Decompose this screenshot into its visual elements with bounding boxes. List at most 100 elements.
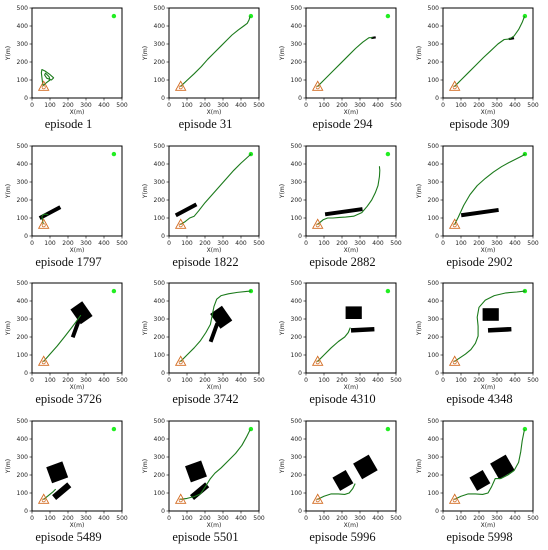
start-marker	[448, 355, 461, 366]
x-tick-label: 200	[336, 102, 348, 109]
x-tick-label: 400	[98, 102, 110, 109]
y-tick-label: 0	[435, 233, 439, 240]
y-tick-label: 500	[17, 5, 29, 12]
y-tick-label: 200	[154, 334, 166, 341]
obstacle	[38, 204, 62, 220]
x-tick-label: 200	[62, 377, 74, 384]
episode-plot: 0 100 200 300 400 500 0 100 200 300 400 500 X(m) Y(m)	[5, 5, 128, 116]
y-tick-label: 300	[428, 41, 440, 48]
trajectory-line	[317, 482, 356, 500]
y-tick-label: 200	[291, 59, 303, 66]
x-axis-label: X(m)	[70, 247, 85, 254]
x-tick-label: 200	[473, 515, 485, 522]
x-tick-label: 0	[304, 240, 308, 247]
episode-panel: 0 100 200 300 400 500 0 100 200 300 400 500 X(m) Y(m)…	[411, 413, 548, 550]
y-axis-label: Y(m)	[416, 183, 423, 198]
trajectory-line	[180, 428, 251, 500]
x-tick-label: 100	[44, 377, 56, 384]
trajectory-line	[317, 327, 351, 362]
y-tick-label: 500	[428, 280, 440, 287]
x-tick-label: 100	[181, 240, 193, 247]
y-tick-label: 0	[298, 508, 302, 515]
x-axis-label: X(m)	[344, 384, 359, 391]
episode-caption: episode 3742	[172, 392, 239, 406]
x-tick-label: 500	[116, 377, 128, 384]
trajectory-line	[43, 314, 82, 362]
y-tick-label: 500	[17, 143, 29, 150]
start-marker	[311, 80, 324, 91]
plot-frame	[31, 7, 123, 99]
y-tick-label: 0	[298, 370, 302, 377]
episode-panel: 0 100 200 300 400 500 0 100 200 300 400 500 X(m) Y(m)…	[0, 275, 137, 412]
x-tick-label: 500	[390, 102, 402, 109]
episode-panel: 0 100 200 300 400 500 0 100 200 300 400 500 X(m) Y(m)…	[274, 275, 411, 412]
y-tick-label: 400	[17, 161, 29, 168]
y-tick-label: 0	[435, 508, 439, 515]
x-tick-label: 300	[217, 377, 229, 384]
start-marker	[311, 217, 324, 229]
y-tick-label: 0	[298, 233, 302, 240]
plot-frame	[31, 282, 123, 374]
goal-marker	[111, 13, 117, 19]
y-tick-label: 500	[291, 418, 303, 425]
obstacle	[482, 308, 499, 321]
plot-frame	[442, 145, 534, 236]
y-tick-label: 200	[291, 197, 303, 204]
y-axis-label: Y(m)	[416, 321, 423, 336]
y-tick-label: 400	[291, 161, 303, 168]
plot-frame	[442, 282, 534, 374]
y-tick-label: 200	[291, 334, 303, 341]
plot-frame	[168, 7, 260, 99]
y-tick-label: 500	[428, 5, 440, 12]
x-tick-label: 0	[441, 240, 445, 247]
x-tick-label: 100	[318, 102, 330, 109]
episode-plot: 0 100 200 300 400 500 0 100 200 300 400 500 X(m) Y(m)	[279, 418, 402, 529]
x-tick-label: 0	[30, 515, 34, 522]
y-tick-label: 200	[428, 334, 440, 341]
y-tick-label: 300	[154, 41, 166, 48]
y-tick-label: 500	[291, 5, 303, 12]
x-tick-label: 0	[30, 240, 34, 247]
y-tick-label: 100	[428, 77, 440, 84]
x-tick-label: 0	[167, 240, 171, 247]
x-axis-label: X(m)	[70, 109, 85, 116]
episode-plot: 0 100 200 300 400 500 0 100 200 300 400 500 X(m) Y(m)	[416, 143, 539, 254]
x-tick-label: 100	[44, 240, 56, 247]
y-tick-label: 400	[428, 436, 440, 443]
x-tick-label: 500	[253, 515, 265, 522]
y-axis-label: Y(m)	[279, 321, 286, 336]
x-axis-label: X(m)	[207, 384, 222, 391]
y-tick-label: 300	[17, 41, 29, 48]
x-axis-label: X(m)	[344, 109, 359, 116]
x-tick-label: 300	[217, 515, 229, 522]
plot-frame	[305, 282, 397, 374]
y-axis-label: Y(m)	[142, 46, 149, 61]
goal-marker	[385, 288, 391, 294]
y-tick-label: 100	[17, 490, 29, 497]
start-marker	[311, 355, 324, 366]
y-tick-label: 0	[161, 370, 165, 377]
plot-frame	[305, 145, 397, 236]
x-tick-label: 0	[304, 515, 308, 522]
obstacle	[46, 460, 69, 483]
y-tick-label: 0	[161, 508, 165, 515]
x-axis-label: X(m)	[344, 247, 359, 254]
plot-frame	[168, 282, 260, 374]
obstacle	[52, 481, 72, 500]
y-axis-label: Y(m)	[142, 458, 149, 473]
y-tick-label: 500	[428, 143, 440, 150]
episode-caption: episode 5489	[35, 529, 102, 544]
episode-caption: episode 4310	[309, 392, 376, 406]
trajectory-line	[317, 165, 381, 225]
start-marker	[37, 355, 50, 366]
start-marker	[37, 492, 50, 504]
y-tick-label: 200	[428, 472, 440, 479]
y-tick-label: 0	[298, 95, 302, 102]
y-tick-label: 200	[17, 59, 29, 66]
x-tick-label: 400	[372, 515, 384, 522]
y-tick-label: 300	[154, 316, 166, 323]
y-tick-label: 300	[154, 179, 166, 186]
start-marker-center	[41, 360, 46, 365]
episode-plot: 0 100 200 300 400 500 0 100 200 300 400 500 X(m) Y(m)	[142, 280, 265, 391]
x-tick-label: 400	[235, 377, 247, 384]
